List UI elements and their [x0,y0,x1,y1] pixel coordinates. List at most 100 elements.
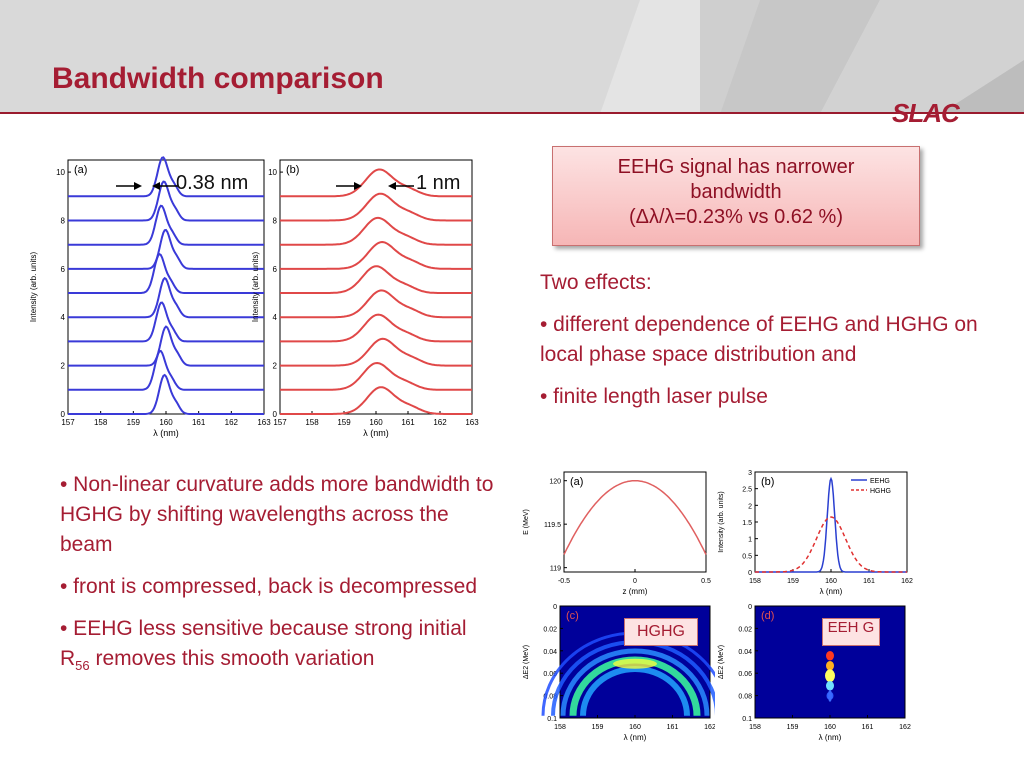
x-tick-label: -0.5 [558,578,570,585]
width-label-a: 0.38 nm [176,172,249,194]
y-tick-label: 4 [61,313,66,322]
slide-title: Bandwidth comparison [52,62,384,95]
x-tick-label: 161 [862,724,874,731]
x-tick-label: 160 [159,418,173,427]
chart-energy-curvature: -0.5 0 0.5 119 119.5 120 z (mm) E (MeV) (a) [523,471,711,596]
panel-label: (b) [286,164,299,176]
bullet3-post: removes this smooth variation [89,647,375,670]
spectrum-trace [68,349,264,391]
width-label-b: 1 nm [416,172,461,194]
y-tick-label: 1.5 [742,520,752,527]
y-tick-label: 0.02 [738,626,752,633]
y-tick-label: 2 [748,503,752,510]
y-tick-label: 119 [550,566,561,573]
x-tick-label: 161 [863,578,875,585]
x-tick-label: 158 [305,418,319,427]
phase-lobe [826,680,834,691]
y-axis-label: Intensity (arb. units) [29,252,38,323]
panel-label: (a) [74,164,87,176]
phase-hotspot [613,658,657,669]
spectrum-trace [280,289,472,319]
y-tick-label: 2 [61,362,66,371]
panel-label: (b) [761,476,774,488]
curvature-bullet-2: • front is compressed, back is decompres… [60,575,478,598]
slide-header [0,0,1024,114]
y-tick-label: 0.1 [547,716,557,723]
spectrum-trace [280,337,472,367]
x-tick-label: 163 [257,418,271,427]
x-tick-label: 159 [337,418,351,427]
x-axis-label: z (mm) [623,587,648,596]
header-decoration [600,0,1024,114]
y-axis-label: ΔE2 (MeV) [523,645,530,679]
y-tick-label: 3 [748,470,752,477]
effects-bullet-2: • finite length laser pulse [540,385,768,408]
x-tick-label: 160 [629,724,641,731]
spectrum-trace [280,313,472,343]
phase-arc [560,648,710,716]
panel-label: (a) [570,476,583,488]
spectrum-trace [68,325,264,367]
x-tick-label: 157 [273,418,287,427]
y-tick-label: 0 [273,410,278,419]
spectrum-trace [280,168,472,198]
panel-label: (d) [761,610,774,622]
spectrum-trace [280,361,472,391]
y-tick-label: 10 [56,168,65,177]
x-tick-label: 162 [433,418,447,427]
x-axis-label: λ (nm) [363,428,389,438]
chart-phase-space-eehg: 158 159 160 161 162 0 0.02 0.04 0.06 0.08 0.1 λ (nm… [718,604,911,742]
spectrum-trace [280,216,472,246]
x-tick-label: 158 [94,418,108,427]
x-tick-label: 159 [127,418,141,427]
arrow-head-left [134,182,142,190]
effects-bullet-1: • different dependence of EEHG and HGHG … [540,313,978,366]
spectrum-trace [280,386,472,415]
phase-lobe [826,650,834,661]
y-axis-label: E (MeV) [523,509,530,535]
chart-spectrum-comparison: 158 159 160 161 162 0 0.5 1 1.5 2 2.5 3 λ (nm) Intens… [718,470,913,596]
y-tick-label: 120 [549,479,561,486]
x-tick-label: 159 [787,724,799,731]
tag-eehg: EEH G [822,618,880,646]
x-tick-label: 0 [633,578,637,585]
panel-label: (c) [566,610,579,622]
y-tick-label: 0.02 [543,626,557,633]
y-tick-label: 6 [273,265,278,274]
bullet3-sub: 56 [75,658,90,674]
plot-frame [754,471,908,573]
y-axis-label: ΔE2 (MeV) [718,645,725,679]
x-tick-label: 163 [465,418,479,427]
x-tick-label: 160 [824,724,836,731]
plot-frame [279,159,473,415]
x-axis-label: λ (nm) [153,428,179,438]
tag-hghg: HGHG [624,618,698,646]
y-tick-label: 8 [273,216,278,225]
y-axis-label: Intensity (arb. units) [251,252,260,323]
spectrum-trace [68,252,264,294]
chart-eehg-spectra: 157 158 159 160 161 162 163 0 2 4 6 8 10 λ (nm) Intens… [29,156,271,438]
y-tick-label: 2.5 [742,487,752,494]
phase-arc [580,665,690,716]
y-axis-label: Intensity (arb. units) [718,491,725,552]
legend-label-hghg: HGHG [870,488,891,495]
x-tick-label: 161 [192,418,206,427]
x-tick-label: 162 [899,724,911,731]
spectrum-trace [68,373,264,415]
y-tick-label: 119.5 [544,522,561,529]
spectrum-trace [68,156,264,198]
x-tick-label: 162 [901,578,913,585]
y-tick-label: 10 [268,168,277,177]
energy-curve [563,479,707,555]
curvature-text: • Non-linear curvature adds more bandwid… [60,470,500,693]
phase-lobe [825,669,835,683]
x-tick-label: 0.5 [701,578,711,585]
y-tick-label: 0.08 [543,694,557,701]
y-tick-label: 2 [273,362,278,371]
x-tick-label: 157 [61,418,75,427]
y-tick-label: 0 [748,604,752,611]
spectrum-trace [280,192,472,222]
y-tick-label: 0.04 [543,649,557,656]
y-tick-label: 4 [273,313,278,322]
y-tick-label: 0.08 [738,694,752,701]
